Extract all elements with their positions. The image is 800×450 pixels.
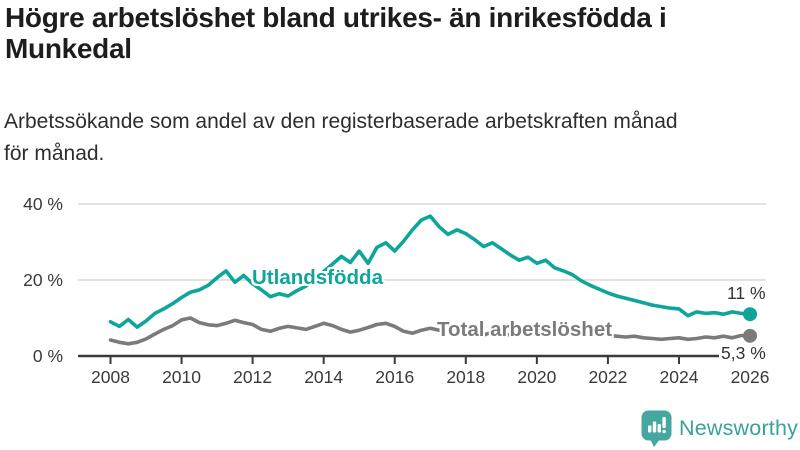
x-axis-tick-label: 2024 [660,367,699,387]
y-axis-tick-label: 40 % [23,194,63,214]
y-axis-tick-label: 20 % [23,270,63,290]
newsworthy-logo-text: Newsworthy [679,416,799,440]
x-axis-tick-label: 2010 [162,367,201,387]
series-end-dot-total [743,328,758,343]
title-line-2: Munkedal [5,33,132,64]
subtitle-line-1: Arbetssökande som andel av den registerb… [4,110,678,133]
end-value-label-total: 5,3 % [719,343,768,364]
y-axis-tick-label: 0 % [33,346,63,366]
series-label-utlandsfodda: Utlandsfödda [252,266,383,289]
x-axis-tick-label: 2026 [731,367,770,387]
line-chart: 0 % 20 % 40 % 2008 2010 2012 2014 2016 2018 2020 2… [23,194,770,387]
x-axis-tick-label: 2022 [588,367,627,387]
newsworthy-speech-bubble-bar-chart-icon [641,410,672,447]
title-line-1: Högre arbetslöshet bland utrikes- än inr… [5,2,667,33]
series-label-total-arbetsloshet: Total arbetslöshet [437,318,613,341]
series-line-utlandsfodda [108,214,752,329]
x-axis-tick-label: 2018 [446,367,485,387]
chart-subtitle: Arbetssökande som andel av den registerb… [4,106,794,170]
page-title: Högre arbetslöshet bland utrikes- än inr… [5,2,785,64]
subtitle-line-2: för månad. [4,142,105,165]
x-axis-tick-label: 2008 [91,367,130,387]
series-line-total [108,316,752,346]
x-axis-tick-label: 2020 [517,367,556,387]
x-axis-tick-label: 2016 [375,367,414,387]
x-axis-tick-label: 2014 [304,367,343,387]
end-value-label-utlandsfodda: 11 % [727,283,766,303]
series-end-dot-utlandsfodda [743,307,758,322]
newsworthy-logo[interactable]: Newsworthy [641,410,798,447]
x-axis-tick-label: 2012 [233,367,272,387]
